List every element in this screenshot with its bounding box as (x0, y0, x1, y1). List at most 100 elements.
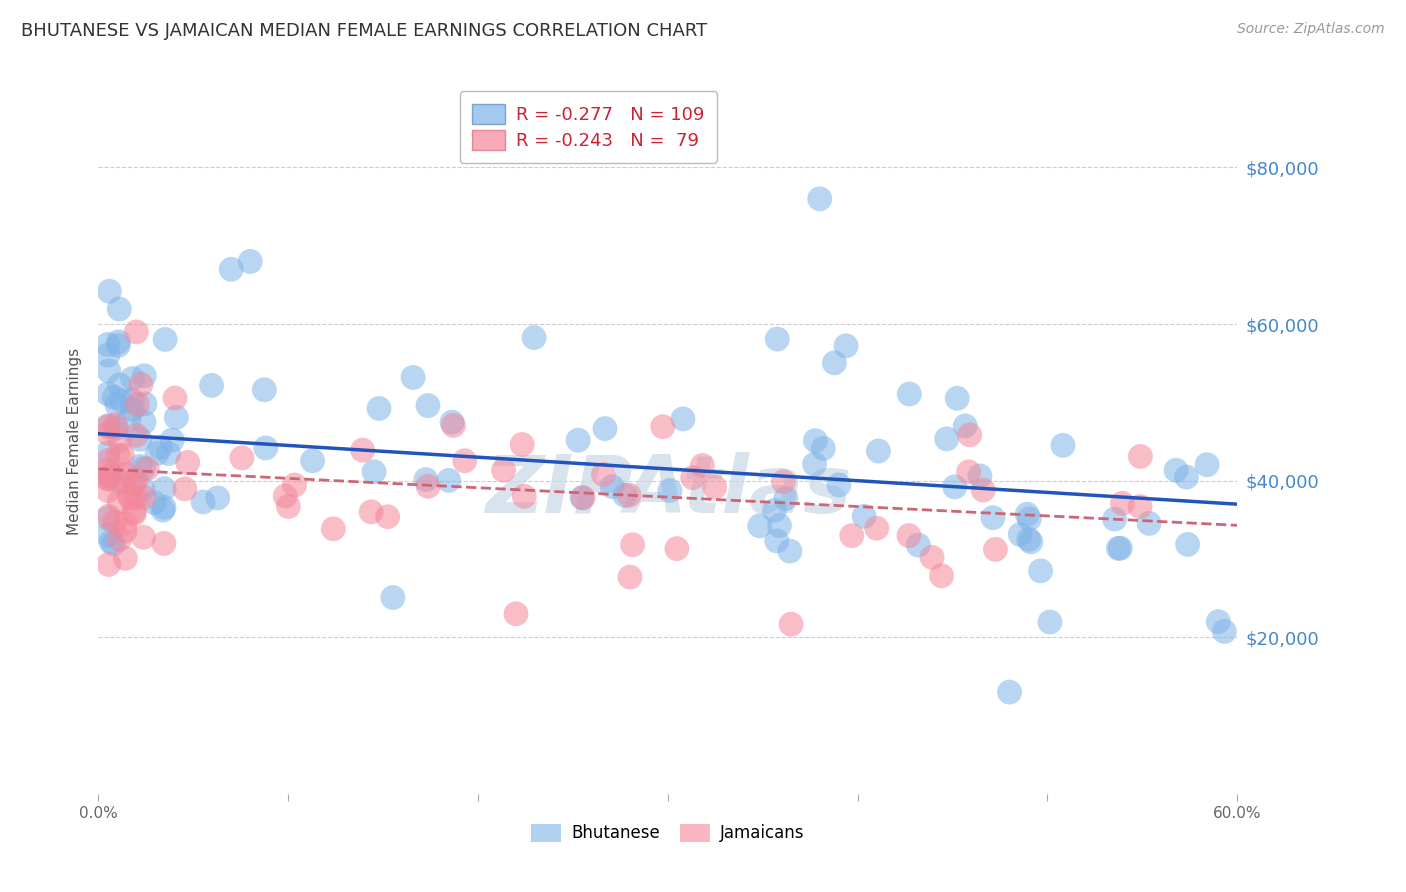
Point (1018, 512, 1040, 526)
Point (97, 387, 120, 401)
Point (97, 418, 120, 433)
Point (835, 339, 858, 353)
Point (134, 368, 156, 383)
Point (402, 370, 425, 384)
Point (105, 421, 128, 435)
Point (221, 262, 243, 277)
Point (441, 415, 464, 429)
Point (1137, 516, 1160, 531)
Point (111, 393, 134, 408)
Point (841, 529, 863, 543)
Text: Source: ZipAtlas.com: Source: ZipAtlas.com (1237, 22, 1385, 37)
Point (97, 483, 120, 498)
Point (124, 474, 146, 488)
Point (828, 478, 851, 492)
Point (593, 421, 616, 435)
Point (600, 480, 623, 494)
Point (368, 401, 391, 416)
Point (1129, 450, 1152, 464)
Point (134, 397, 156, 411)
Point (998, 685, 1021, 699)
Point (619, 570, 641, 584)
Point (868, 444, 890, 458)
Point (173, 482, 195, 496)
Point (692, 458, 714, 473)
Point (149, 440, 172, 454)
Point (984, 542, 1007, 557)
Point (191, 495, 214, 509)
Point (103, 537, 125, 551)
Point (97, 511, 120, 525)
Point (813, 442, 835, 456)
Point (143, 496, 166, 510)
Point (360, 505, 382, 519)
Point (1164, 463, 1187, 477)
Point (907, 538, 929, 552)
Point (114, 524, 136, 538)
Point (152, 503, 174, 517)
Point (254, 441, 277, 455)
Point (103, 390, 125, 404)
Point (567, 433, 589, 447)
Point (153, 500, 176, 515)
Point (682, 471, 704, 485)
Point (153, 482, 176, 496)
Point (921, 550, 943, 565)
Point (803, 457, 825, 471)
Point (768, 518, 790, 533)
Point (132, 482, 155, 496)
Point (953, 419, 976, 434)
Point (972, 483, 994, 497)
Point (98, 468, 121, 483)
Point (1017, 508, 1039, 522)
Point (969, 469, 991, 483)
Point (115, 467, 138, 482)
Point (127, 397, 149, 411)
Point (772, 475, 794, 489)
Point (165, 410, 187, 425)
Point (931, 569, 953, 583)
Point (957, 465, 980, 479)
Point (97, 348, 120, 362)
Point (377, 509, 399, 524)
Point (118, 488, 141, 502)
Point (200, 378, 222, 392)
Point (1019, 534, 1042, 549)
Point (1109, 541, 1132, 556)
Point (125, 491, 148, 506)
Y-axis label: Median Female Earnings: Median Female Earnings (67, 348, 83, 535)
Point (763, 503, 786, 517)
Point (613, 488, 636, 502)
Point (97, 453, 120, 467)
Point (121, 402, 143, 417)
Point (153, 536, 176, 550)
Point (283, 478, 305, 492)
Point (935, 432, 957, 446)
Point (416, 399, 439, 413)
Point (981, 510, 1004, 524)
Point (132, 530, 155, 544)
Point (128, 432, 150, 446)
Point (363, 465, 385, 479)
Point (146, 446, 169, 460)
Point (177, 455, 200, 469)
Point (1111, 496, 1133, 510)
Point (959, 428, 981, 442)
Point (1104, 512, 1126, 526)
Point (1175, 470, 1198, 484)
Point (437, 474, 460, 488)
Point (513, 489, 536, 503)
Point (766, 332, 789, 346)
Point (1213, 624, 1236, 639)
Point (97, 419, 120, 434)
Point (97, 337, 120, 351)
Point (104, 417, 127, 432)
Point (571, 491, 593, 505)
Point (943, 480, 966, 494)
Point (572, 491, 595, 505)
Point (107, 338, 129, 352)
Point (523, 330, 546, 344)
Point (111, 448, 134, 462)
Point (621, 538, 644, 552)
Point (510, 437, 533, 451)
